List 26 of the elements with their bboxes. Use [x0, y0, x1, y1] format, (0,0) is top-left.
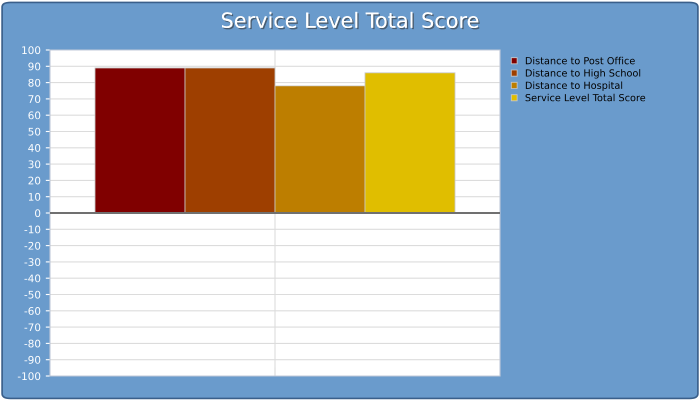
chart-title: Service Level Total Score — [222, 12, 480, 30]
y-tick-label: 20 — [28, 176, 40, 185]
y-tick-label: -40 — [24, 274, 40, 282]
legend-label: Distance to Hospital — [526, 81, 622, 91]
y-tick-label: -60 — [24, 307, 40, 315]
y-tick-label: 0 — [35, 209, 40, 218]
y-tick-label: 10 — [28, 192, 40, 201]
legend-label: Service Level Total Score — [526, 94, 646, 102]
y-tick-label: -90 — [24, 356, 40, 364]
y-tick-label: 80 — [28, 78, 40, 87]
y-tick-label: -50 — [24, 290, 40, 299]
y-tick-label: 40 — [28, 144, 40, 152]
legend-label: Distance to Post Office — [526, 56, 635, 64]
y-tick-label: -100 — [18, 372, 40, 380]
y-tick-label: 70 — [28, 95, 40, 104]
y-tick-label: 50 — [28, 128, 40, 136]
y-tick-label: 60 — [28, 111, 40, 120]
y-tick-label: -20 — [24, 242, 40, 250]
y-tick-label: -80 — [24, 340, 40, 348]
y-tick-label: 100 — [22, 46, 40, 54]
y-tick-label: 30 — [28, 160, 40, 168]
legend-label: Distance to High School — [526, 69, 640, 79]
y-tick-label: -10 — [24, 226, 40, 234]
y-tick-label: -30 — [24, 258, 40, 266]
y-tick-label: -70 — [24, 323, 40, 332]
y-tick-label: 90 — [28, 62, 40, 70]
